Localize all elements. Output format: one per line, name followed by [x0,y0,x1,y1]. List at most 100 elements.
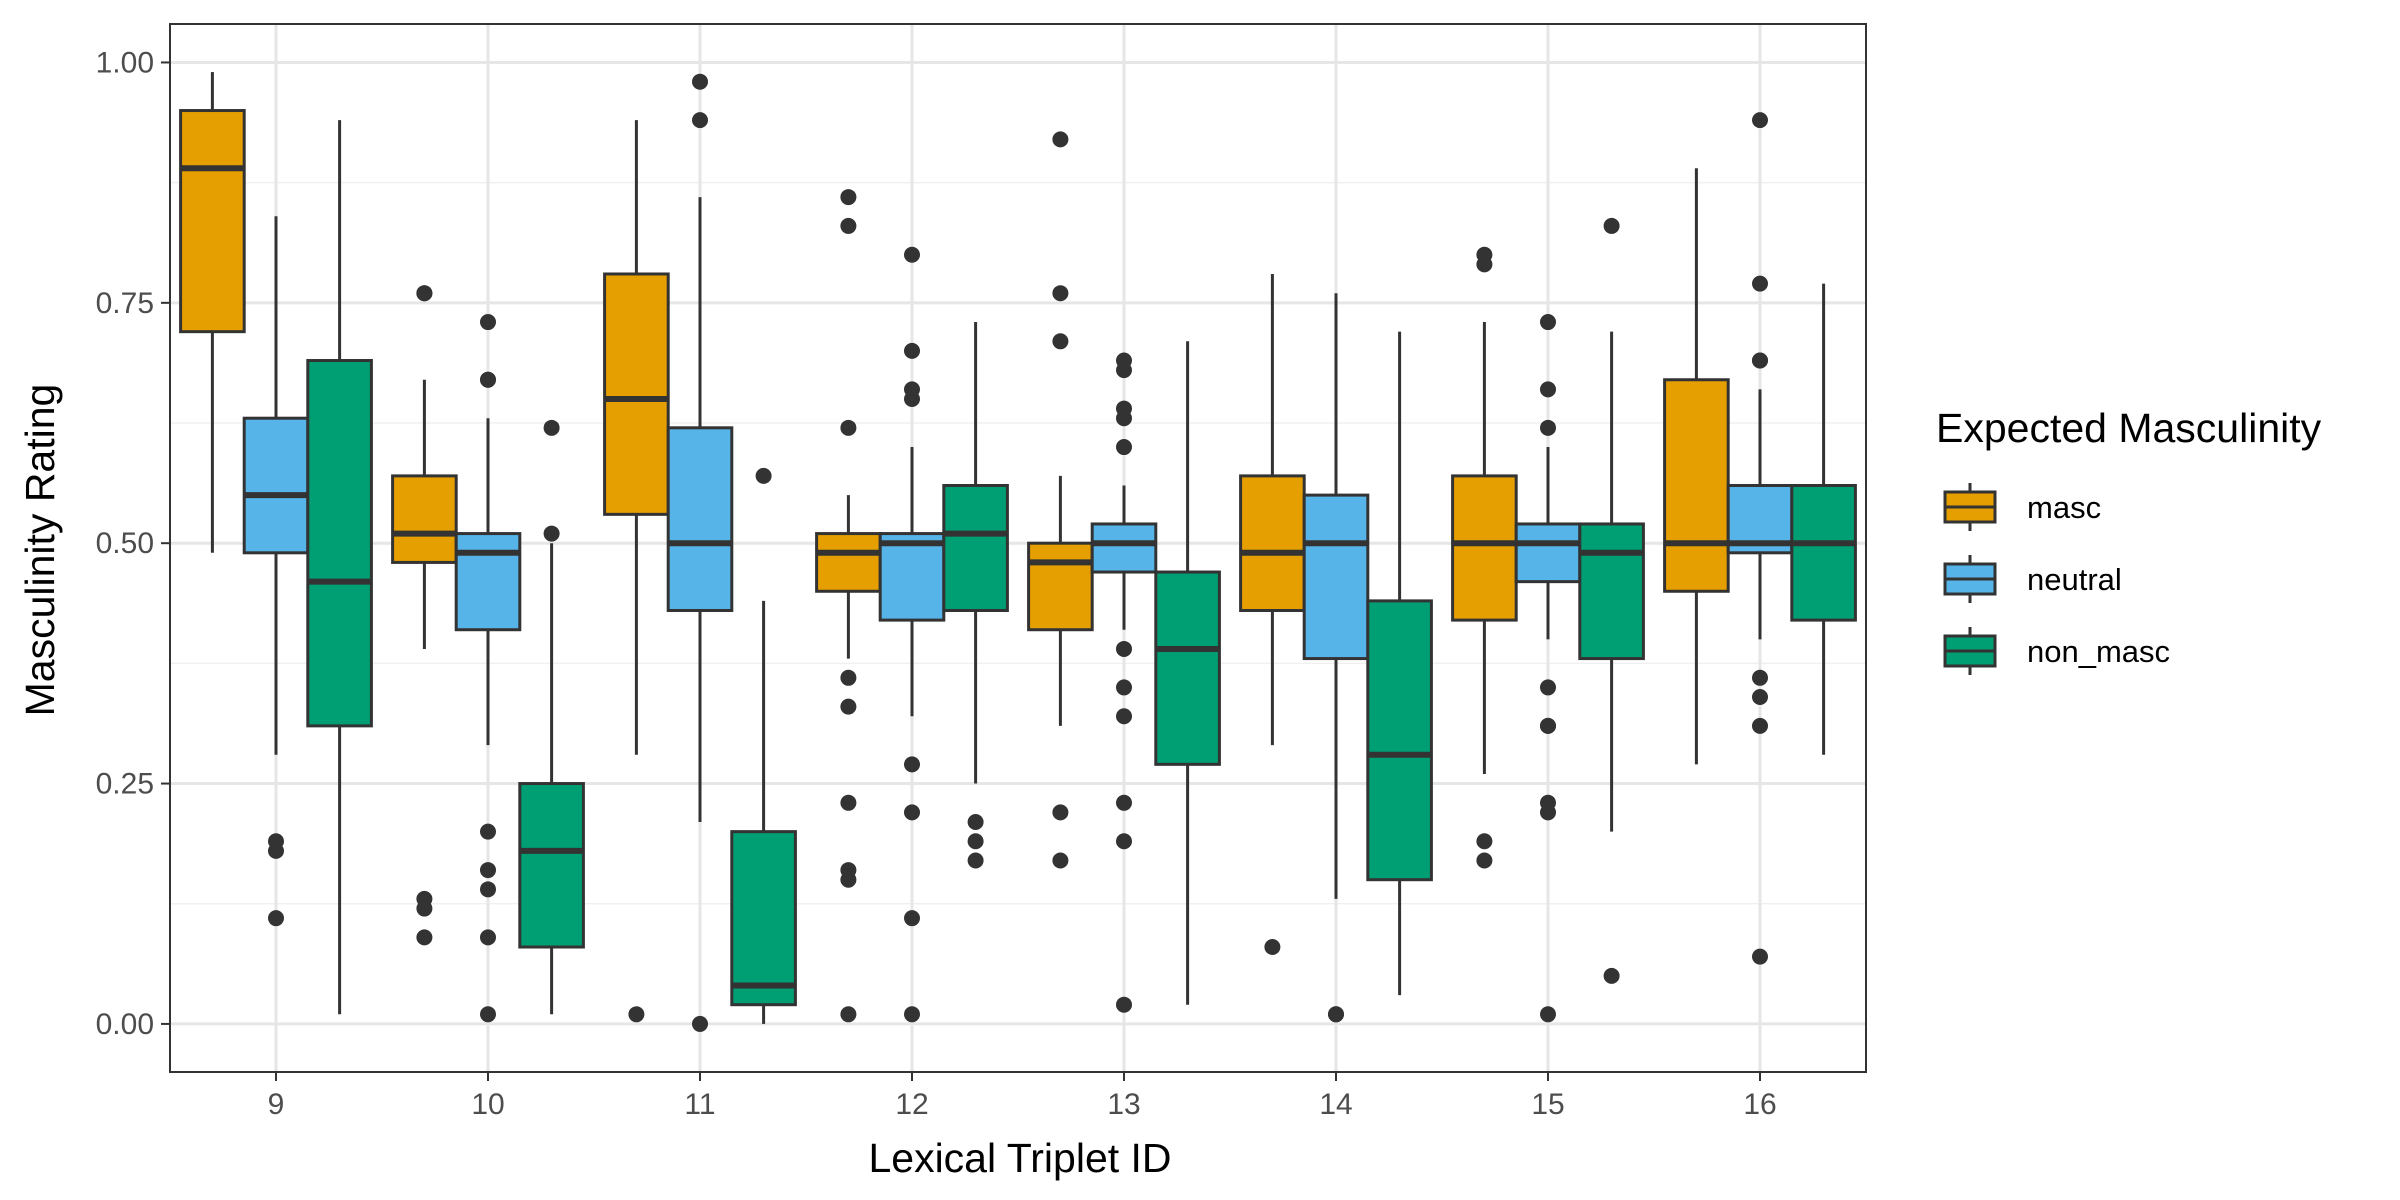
legend-label-masc: masc [2027,490,2101,525]
outlier-point [480,929,496,946]
outlier-point [1476,256,1493,273]
box-iqr [1663,378,1730,593]
x-tick-label: 14 [1319,1088,1352,1121]
outlier-point [1116,794,1132,811]
outlier-point [1540,679,1556,696]
y-axis-title: Masculinity Rating [17,384,63,717]
outlier-point [904,804,920,821]
box-masc-9 [179,72,246,553]
outlier-point [904,246,920,263]
x-tick-label: 12 [895,1088,928,1121]
box-iqr [1027,541,1094,632]
outlier-point [1052,333,1069,350]
y-tick-label: 0.75 [96,287,154,320]
outlier-point [268,910,284,927]
outlier-point [692,112,708,129]
outlier-point [840,794,857,811]
outlier-point [1540,1006,1556,1023]
outlier-point [692,73,708,90]
box-iqr [1366,599,1433,882]
outlier-point [1540,804,1556,821]
box-iqr [1514,522,1582,584]
outlier-point [840,419,857,436]
outlier-point [1116,439,1132,456]
outlier-point [840,217,857,234]
outlier-point [416,929,433,946]
y-tick-label: 1.00 [96,46,154,79]
outlier-point [1116,640,1132,657]
outlier-point [543,419,560,436]
outlier-point [1264,939,1281,956]
outlier-point [480,881,496,898]
box-neutral-15 [1514,314,1582,1023]
box-iqr [1578,522,1645,661]
box-neutral-12 [878,246,946,1023]
box-iqr [1154,570,1221,766]
box-iqr [1790,484,1857,622]
legend-key-masc [1943,483,1997,531]
box-neutral-13 [1090,352,1158,1013]
legend-key-neutral [1943,555,1997,603]
box-iqr [242,416,310,555]
outlier-point [543,525,560,542]
outlier-point [1328,1006,1344,1023]
box-iqr [603,272,670,516]
x-tick-label: 10 [471,1088,504,1121]
outlier-point [1116,708,1132,725]
box-non_masc-11 [730,467,797,1024]
outlier-point [967,833,984,850]
box-non_masc-10 [518,419,585,1015]
box-iqr [518,782,585,949]
outlier-point [840,189,857,206]
box-masc-13 [1027,131,1094,869]
outlier-point [904,910,920,927]
outlier-point [416,285,433,302]
box-iqr [878,532,946,622]
outlier-point [1540,314,1556,331]
box-iqr [306,359,373,728]
box-masc-14 [1239,273,1306,956]
legend-key-non_masc [1943,627,1997,675]
box-iqr [1239,474,1306,612]
outlier-point [480,862,496,879]
box-non_masc-16 [1790,283,1857,755]
y-tick-label: 0.50 [96,527,154,560]
outlier-point [840,698,857,715]
y-tick-label: 0.25 [96,768,154,801]
outlier-point [755,467,772,484]
x-tick-label: 11 [684,1088,715,1121]
x-axis: 9 10 11 12 13 14 15 16 [268,1072,1777,1121]
box-masc-12 [815,189,882,1023]
outlier-point [1476,833,1493,850]
outlier-point [480,823,496,840]
outlier-point [1540,717,1556,734]
panel-border [169,23,1867,1073]
outlier-point [1752,669,1768,686]
outlier-point [1052,131,1069,148]
outlier-point [1052,804,1069,821]
outlier-point [268,842,284,859]
outlier-point [840,871,857,888]
box-neutral-14 [1302,293,1370,1023]
box-iqr [1451,474,1518,622]
outlier-point [1052,285,1069,302]
outlier-point [1116,362,1132,379]
box-iqr [666,426,734,612]
outlier-point [1476,852,1493,869]
outlier-point [1752,352,1768,369]
outlier-point [967,814,984,831]
box-non_masc-14 [1366,331,1433,996]
box-iqr [179,109,246,334]
box-iqr [730,830,797,1007]
outlier-point [1540,381,1556,398]
outlier-point [1052,852,1069,869]
box-iqr [815,532,882,593]
outlier-point [1116,833,1132,850]
outlier-point [480,371,496,388]
outlier-point [840,1006,857,1023]
box-iqr [391,474,458,564]
box-masc-10 [391,285,458,946]
outlier-point [1116,996,1132,1013]
box-neutral-10 [454,314,522,1023]
outlier-point [416,900,433,917]
